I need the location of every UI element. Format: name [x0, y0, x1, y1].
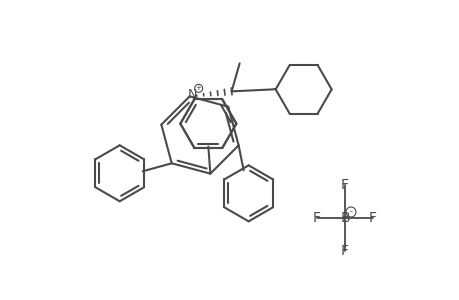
Text: N: N	[188, 88, 197, 101]
Text: -: -	[349, 208, 352, 217]
Text: F: F	[312, 211, 320, 225]
Text: F: F	[340, 244, 348, 258]
Text: B: B	[340, 211, 349, 225]
Text: F: F	[368, 211, 376, 225]
Text: F: F	[340, 178, 348, 192]
Text: +: +	[195, 85, 201, 91]
